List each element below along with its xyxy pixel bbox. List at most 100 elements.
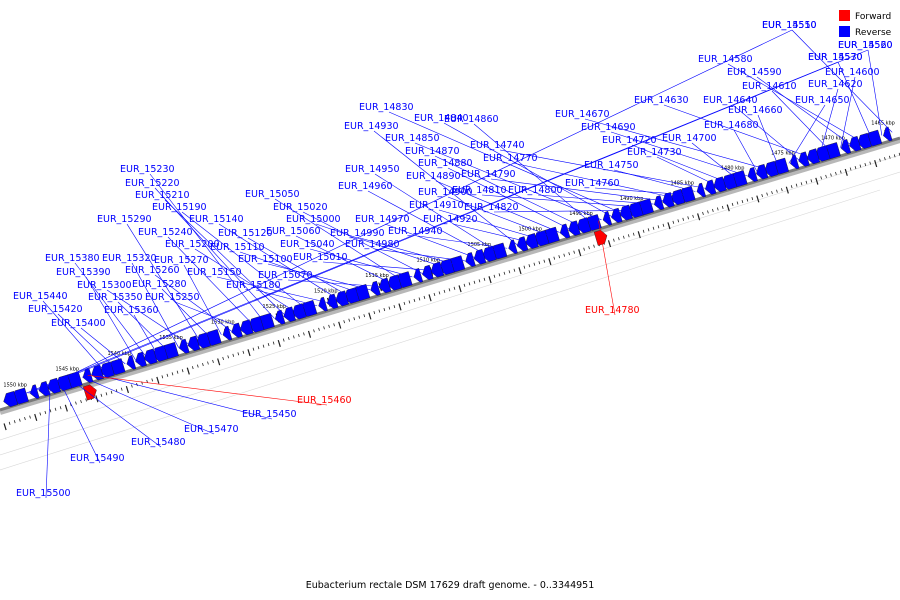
- minor-tick: [418, 297, 421, 301]
- minor-tick: [702, 211, 704, 215]
- minor-tick: [543, 259, 546, 263]
- gene-arrow-eur-14880: [559, 223, 571, 239]
- gene-label-eur-15220: EUR_15220: [125, 178, 180, 189]
- leader-line: [82, 376, 215, 435]
- leader-line: [218, 223, 339, 300]
- leader-line: [537, 194, 654, 205]
- minor-tick: [262, 344, 265, 348]
- leader-line: [117, 301, 169, 352]
- minor-tick: [618, 237, 620, 241]
- scale-tick-label: 1550 kbp: [3, 383, 27, 389]
- leader-line: [28, 49, 869, 394]
- guide-lines: [0, 154, 900, 471]
- minor-tick: [687, 216, 689, 220]
- minor-tick: [75, 401, 77, 405]
- leader-line: [493, 210, 633, 213]
- leader-line: [274, 198, 402, 281]
- gene-arrow-eur-15480: [56, 374, 72, 392]
- gene-label-eur-15250: EUR_15250: [145, 292, 200, 303]
- leader-line: [434, 155, 581, 227]
- gene-label-eur-14690: EUR_14690: [581, 122, 636, 133]
- minor-tick: [120, 387, 123, 391]
- gene-label-eur-14680: EUR_14680: [704, 120, 759, 131]
- minor-tick: [533, 262, 536, 266]
- minor-tick: [483, 277, 486, 281]
- gene-label-eur-14570: EUR_14570: [808, 52, 863, 63]
- minor-tick: [24, 417, 26, 421]
- minor-tick: [478, 279, 481, 283]
- gene-arrow-eur-14610: [815, 145, 831, 162]
- minor-tick: [498, 273, 501, 277]
- leader-line: [610, 131, 748, 177]
- gene-label-eur-14720: EUR_14720: [602, 135, 657, 146]
- gene-label-eur-14810: EUR_14810: [452, 185, 507, 196]
- minor-tick: [879, 158, 881, 162]
- gene-arrow-eur-14780: [593, 229, 608, 246]
- minor-tick: [8, 421, 11, 425]
- gene-label-eur-15450: EUR_15450: [242, 409, 297, 420]
- minor-tick: [756, 195, 760, 203]
- leader-line: [373, 130, 518, 246]
- minor-tick: [707, 210, 709, 214]
- leader-line: [87, 375, 328, 406]
- minor-tick: [313, 329, 315, 333]
- leader-line: [154, 187, 275, 319]
- minor-tick: [453, 286, 456, 290]
- gene-label-eur-15400: EUR_15400: [51, 318, 106, 329]
- minor-tick: [202, 362, 204, 367]
- minor-tick: [712, 208, 714, 212]
- minor-tick: [64, 404, 68, 412]
- minor-tick: [34, 413, 38, 421]
- minor-tick: [186, 367, 190, 375]
- minor-tick: [468, 282, 471, 286]
- minor-tick: [726, 204, 730, 212]
- leader-line: [613, 169, 696, 192]
- gene-label-eur-14600: EUR_14600: [825, 67, 880, 78]
- leader-line: [247, 237, 350, 297]
- leader-line: [598, 220, 616, 316]
- gene-arrow-eur-14820: [619, 204, 634, 221]
- gene-label-eur-15140: EUR_15140: [189, 214, 244, 225]
- minor-tick: [874, 160, 878, 168]
- gene-arrow-eur-14990: [439, 258, 455, 275]
- gene-label-eur-14960: EUR_14960: [338, 181, 393, 192]
- minor-tick: [548, 258, 552, 266]
- minor-tick: [176, 370, 179, 374]
- gene-label-eur-15120: EUR_15120: [218, 228, 273, 239]
- minor-tick: [785, 186, 789, 194]
- perspective-guide: [0, 189, 881, 471]
- gene-label-eur-15390: EUR_15390: [56, 267, 111, 278]
- minor-tick: [632, 232, 635, 236]
- minor-tick: [642, 229, 645, 233]
- minor-tick: [607, 240, 612, 248]
- minor-tick: [731, 202, 734, 207]
- scale-tick-label: 1525 kbp: [263, 304, 287, 310]
- minor-tick: [242, 350, 245, 354]
- minor-tick: [893, 154, 896, 158]
- leader-line: [727, 63, 862, 142]
- gene-label-eur-14900: EUR_14900: [418, 187, 473, 198]
- minor-tick: [388, 306, 391, 310]
- gene-arrow-eur-15460: [82, 384, 97, 401]
- gene-label-eur-14740: EUR_14740: [470, 140, 525, 151]
- leader-line: [384, 223, 476, 259]
- minor-tick: [553, 256, 556, 260]
- minor-tick: [181, 369, 184, 373]
- gene-label-eur-15520: EUR_15520: [838, 40, 893, 51]
- minor-tick: [513, 268, 516, 272]
- minor-tick: [677, 219, 680, 223]
- minor-tick: [423, 295, 426, 299]
- minor-tick: [222, 356, 224, 360]
- gene-label-eur-15290: EUR_15290: [97, 214, 152, 225]
- gene-arrow-eur-14810: [628, 201, 644, 218]
- gene-arrow-eur-15140: [326, 293, 339, 309]
- leader-line: [267, 263, 371, 290]
- leader-line: [93, 373, 273, 420]
- minor-tick: [448, 288, 451, 292]
- minor-tick: [810, 179, 813, 183]
- minor-tick: [627, 234, 630, 238]
- leader-line: [490, 178, 665, 202]
- minor-tick: [272, 341, 275, 345]
- leader-line: [309, 248, 413, 278]
- minor-tick: [307, 330, 312, 338]
